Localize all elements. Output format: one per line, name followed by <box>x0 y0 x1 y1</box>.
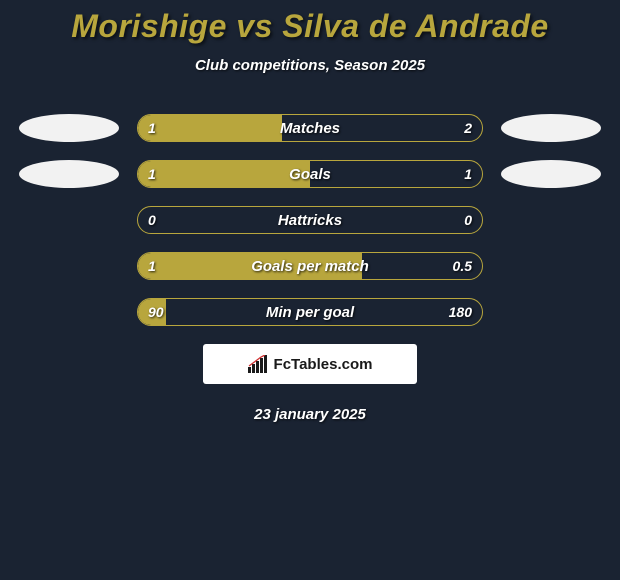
left-spacer <box>19 298 119 326</box>
bar-chart-icon <box>248 355 268 373</box>
stat-value-right: 0 <box>464 207 472 233</box>
stat-rows: 1Matches21Goals10Hattricks01Goals per ma… <box>0 114 620 326</box>
left-ellipse <box>19 114 119 142</box>
stat-value-right: 2 <box>464 115 472 141</box>
right-spacer <box>501 206 601 234</box>
stat-row: 1Goals1 <box>0 160 620 188</box>
stat-value-right: 0.5 <box>453 253 472 279</box>
stat-label: Goals <box>138 161 482 187</box>
right-ellipse <box>501 160 601 188</box>
page-title: Morishige vs Silva de Andrade <box>0 8 620 45</box>
stat-row: 1Goals per match0.5 <box>0 252 620 280</box>
stat-bar: 1Goals per match0.5 <box>137 252 483 280</box>
stat-row: 1Matches2 <box>0 114 620 142</box>
subtitle: Club competitions, Season 2025 <box>0 57 620 74</box>
stat-row: 90Min per goal180 <box>0 298 620 326</box>
stat-row: 0Hattricks0 <box>0 206 620 234</box>
left-spacer <box>19 252 119 280</box>
left-spacer <box>19 206 119 234</box>
right-ellipse <box>501 114 601 142</box>
logo-text: FcTables.com <box>274 356 373 373</box>
logo-box[interactable]: FcTables.com <box>203 344 417 384</box>
stat-label: Goals per match <box>138 253 482 279</box>
stat-bar: 1Goals1 <box>137 160 483 188</box>
stat-label: Min per goal <box>138 299 482 325</box>
left-ellipse <box>19 160 119 188</box>
right-spacer <box>501 252 601 280</box>
stat-bar: 0Hattricks0 <box>137 206 483 234</box>
stat-label: Matches <box>138 115 482 141</box>
stat-bar: 1Matches2 <box>137 114 483 142</box>
comparison-widget: Morishige vs Silva de Andrade Club compe… <box>0 0 620 423</box>
date-text: 23 january 2025 <box>0 406 620 423</box>
stat-value-right: 1 <box>464 161 472 187</box>
right-spacer <box>501 298 601 326</box>
stat-label: Hattricks <box>138 207 482 233</box>
stat-value-right: 180 <box>449 299 472 325</box>
stat-bar: 90Min per goal180 <box>137 298 483 326</box>
